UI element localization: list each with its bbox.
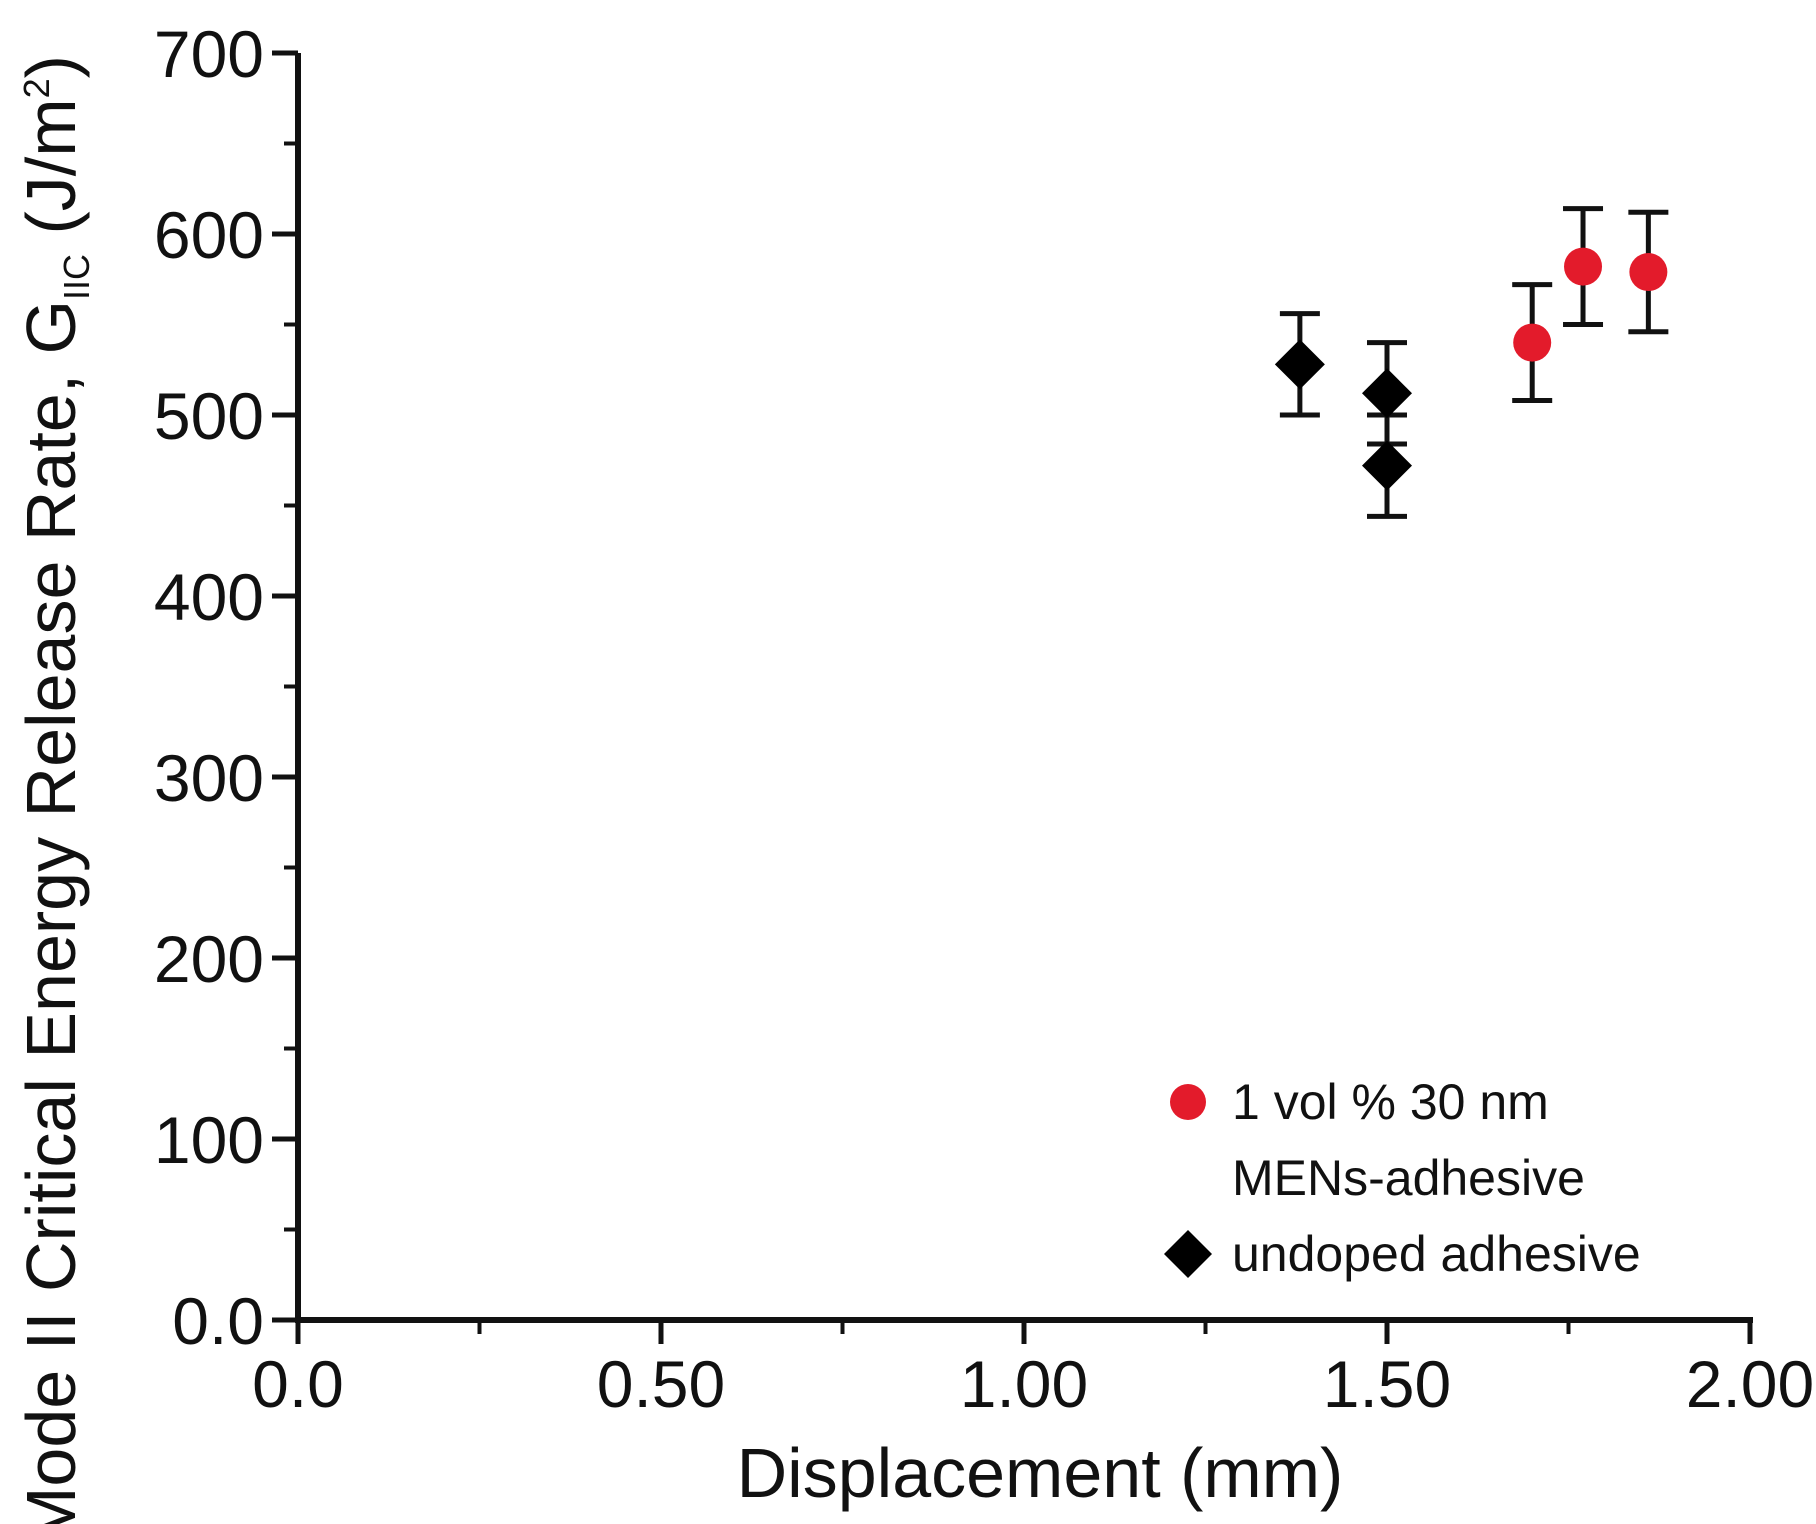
legend-label: 1 vol % 30 nm: [1232, 1074, 1549, 1130]
y-axis-title-unit-superscript: 2: [16, 78, 57, 98]
x-tick-label: 1.00: [960, 1347, 1088, 1421]
x-tick-label: 0.50: [597, 1347, 725, 1421]
y-tick-label: 700: [154, 17, 264, 91]
y-axis-title-subscript: IIC: [56, 254, 97, 300]
axes: 0.0 100 200 300 400 500 600 700 0.0 0.50 1.00 1.50 2…: [154, 17, 1814, 1421]
legend-marker-diamond: [1164, 1230, 1212, 1278]
y-tick-label: 400: [154, 560, 264, 634]
x-tick-label: 2.00: [1686, 1347, 1814, 1421]
y-tick-label: 100: [154, 1103, 264, 1177]
y-tick-label: 300: [154, 741, 264, 815]
x-axis-title: Displacement (mm): [737, 1434, 1344, 1512]
x-tick-label: 1.50: [1323, 1347, 1451, 1421]
legend-label: undoped adhesive: [1232, 1226, 1641, 1282]
data-point-circle: [1513, 323, 1552, 362]
y-axis-title-unit-close: ): [12, 55, 90, 78]
data-point-circle: [1629, 253, 1668, 292]
x-tick-label: 0.0: [252, 1347, 344, 1421]
error-bars: [1279, 206, 1669, 519]
data-point-diamond: [1362, 368, 1412, 419]
y-tick-label: 600: [154, 198, 264, 272]
y-axis-title-main: Mode II Critical Energy Release Rate, G: [12, 300, 90, 1524]
y-tick-label: 200: [154, 922, 264, 996]
data-markers: [1274, 247, 1668, 491]
y-axis-title: Mode II Critical Energy Release Rate, GI…: [12, 55, 97, 1524]
y-tick-label: 500: [154, 379, 264, 453]
data-point-diamond: [1362, 440, 1412, 491]
legend-label: MENs-adhesive: [1232, 1150, 1585, 1206]
legend: 1 vol % 30 nm MENs-adhesive undoped adhesi…: [1164, 1074, 1641, 1282]
y-tick-label: 0.0: [172, 1284, 264, 1358]
y-axis-title-unit: (J/m: [12, 98, 90, 254]
data-point-diamond: [1274, 339, 1325, 390]
data-point-circle: [1564, 247, 1603, 286]
legend-marker-circle: [1170, 1084, 1206, 1120]
